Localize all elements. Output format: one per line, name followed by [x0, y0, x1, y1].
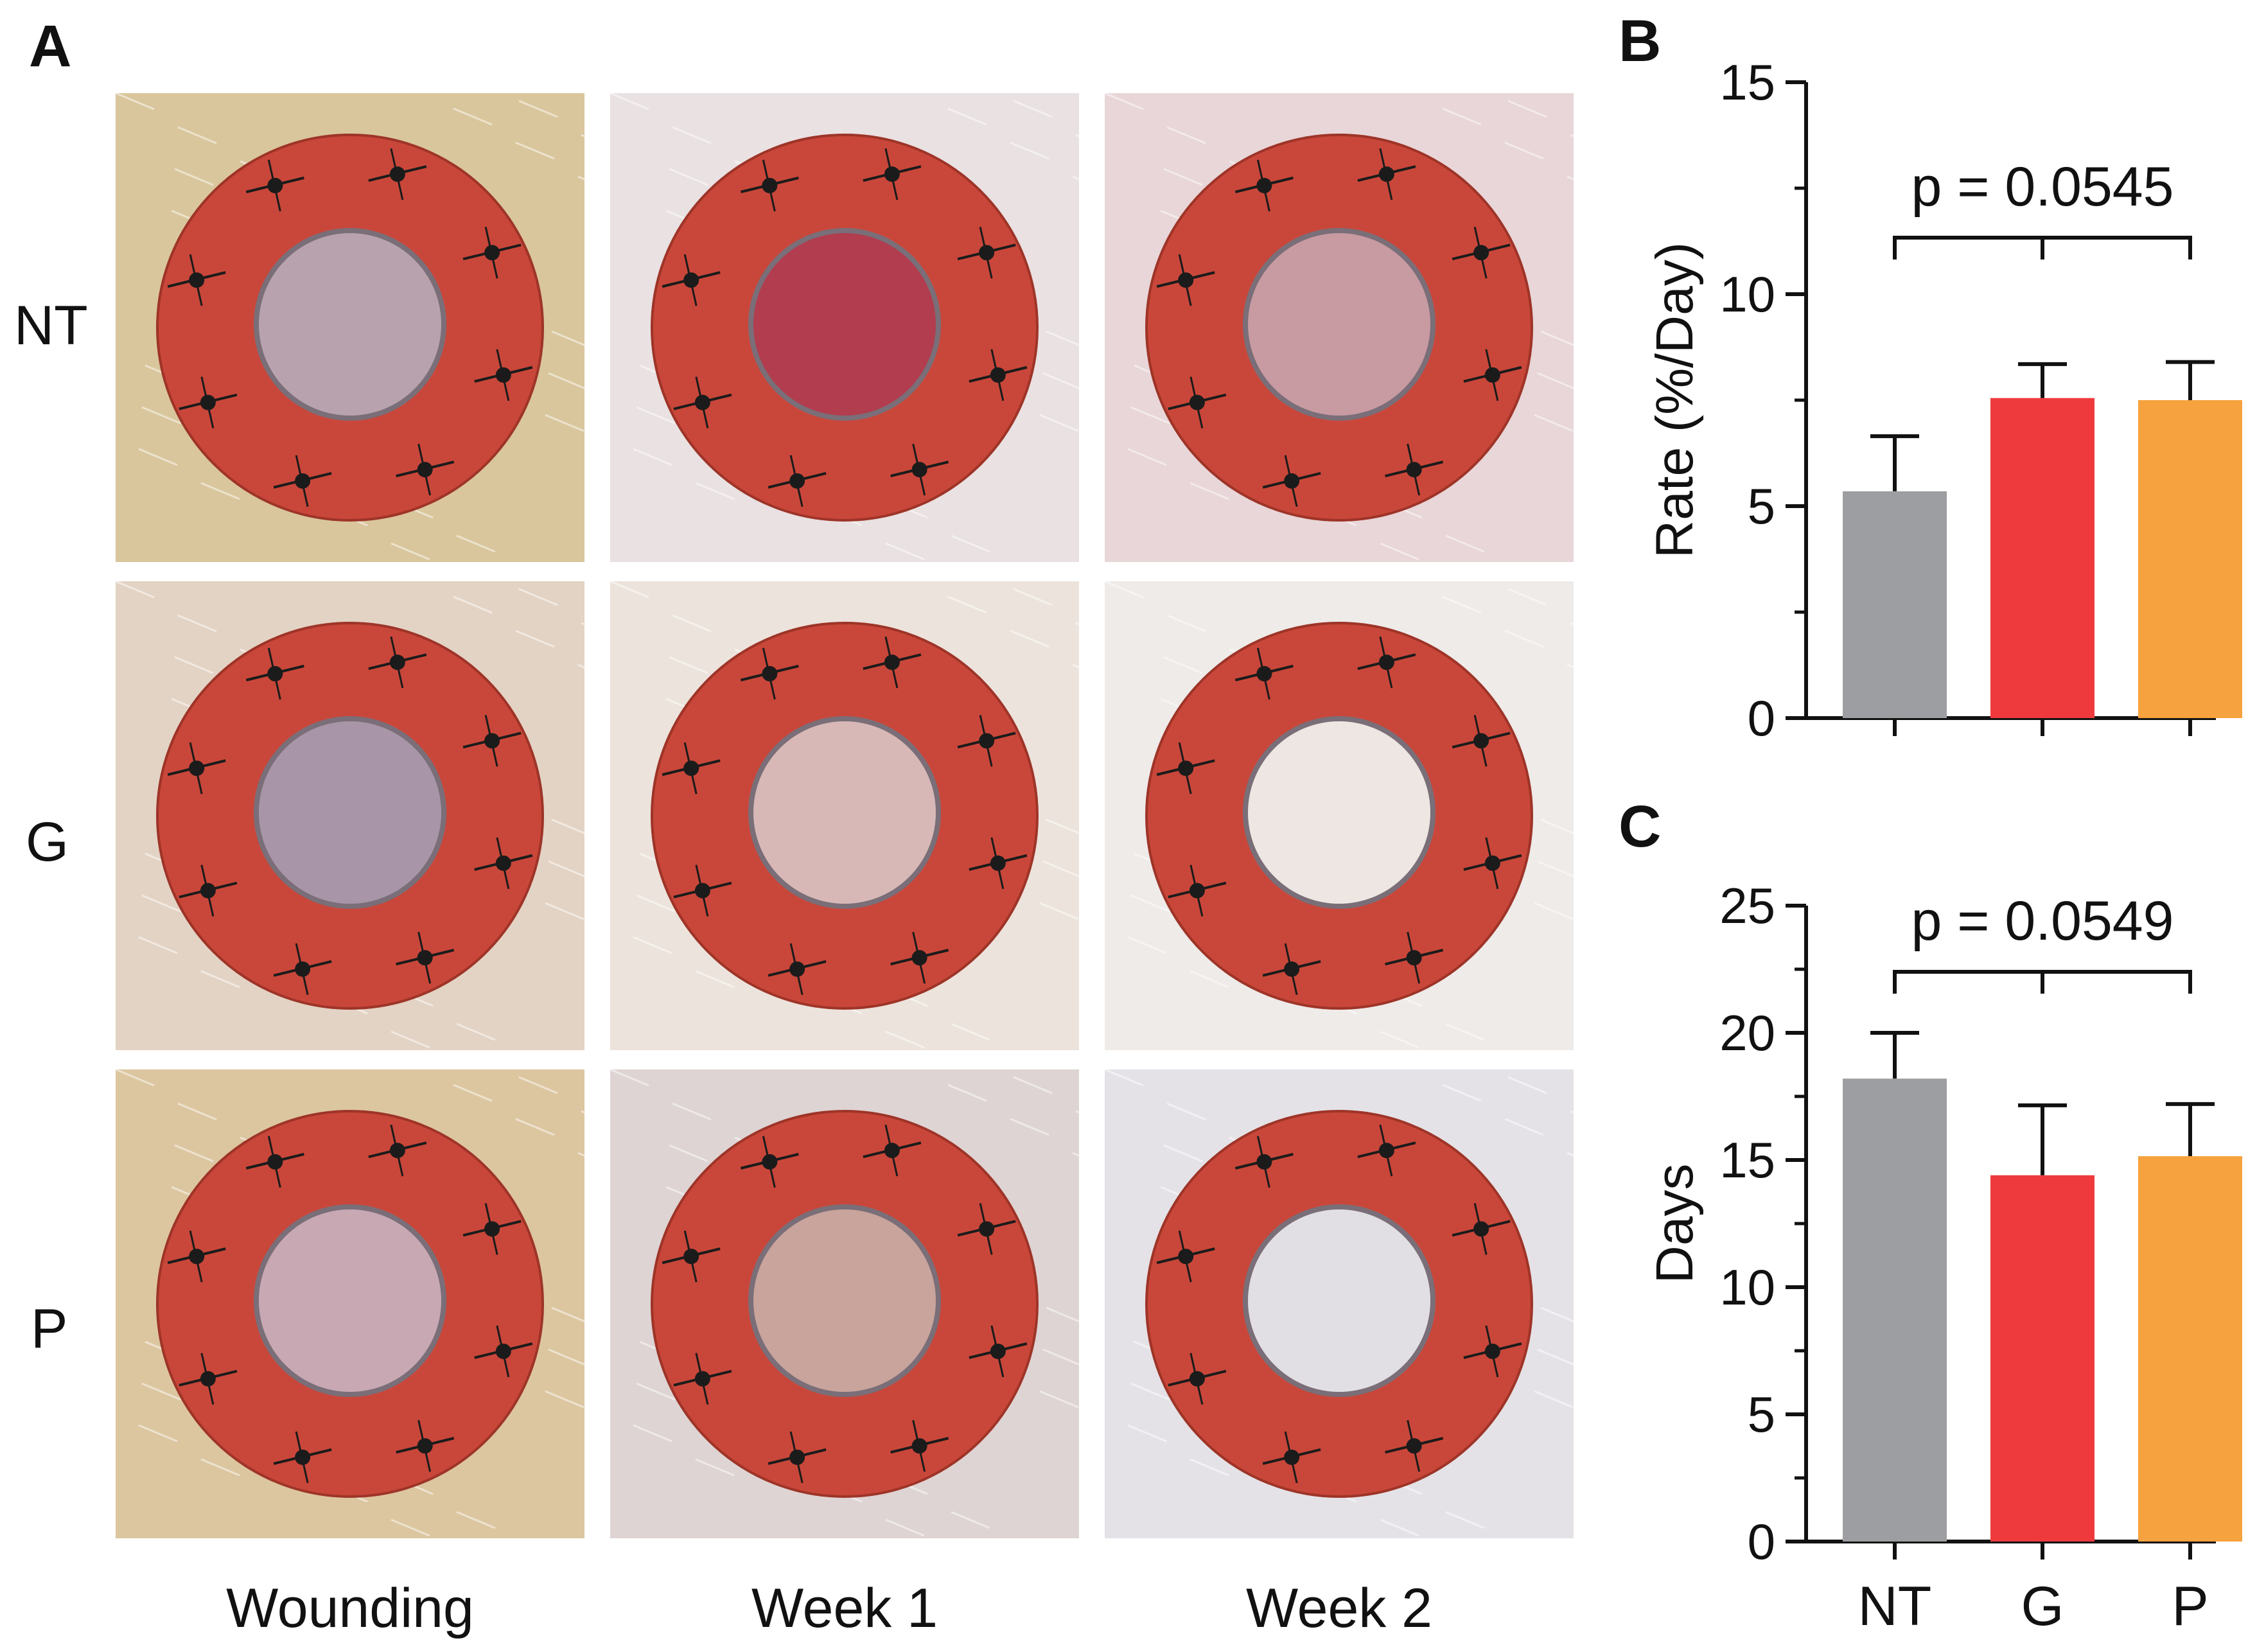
wound-photo-g-2: [610, 581, 1079, 1050]
y-tick-label: 10: [1719, 266, 1775, 322]
y-tick-label: 0: [1748, 1513, 1775, 1570]
wound-photo-p-1: [116, 1069, 584, 1538]
wound-photo-svg: [116, 581, 584, 1050]
y-axis-label: Rate (%/Day): [1646, 242, 1704, 558]
bar-nt: [1843, 1078, 1947, 1542]
wound-photo-svg: [116, 1069, 584, 1538]
wound-photo-g-1: [116, 581, 584, 1050]
p-value-annotation: p = 0.0545: [1911, 156, 2174, 218]
bar-p: [2138, 1156, 2242, 1542]
bar-g: [1990, 398, 2094, 718]
wound-photo-p-2: [610, 1069, 1079, 1538]
rate-bar-chart: 0 5 10 15 Rate (%/Day) p = 0.0545: [1646, 54, 2242, 746]
y-tick-label: 20: [1719, 1005, 1775, 1061]
col-label-week1: Week 1: [751, 1577, 938, 1639]
y-tick-label: 25: [1719, 877, 1775, 934]
wound-photo-svg: [116, 93, 584, 562]
panel-b-label: B: [1619, 8, 1662, 74]
significance-bracket: [1893, 236, 2192, 259]
wound-photo-nt-1: [116, 93, 584, 562]
row-label-p: P: [31, 1298, 68, 1360]
y-tick-label: 0: [1748, 690, 1775, 746]
wound-photo-p-3: [1105, 1069, 1574, 1538]
panel-c-label: C: [1619, 794, 1662, 859]
wound-photo-g-3: [1105, 581, 1574, 1050]
wound-photo-svg: [610, 1069, 1079, 1538]
y-tick-label: 10: [1719, 1259, 1775, 1315]
wound-photo-nt-3: [1105, 93, 1574, 562]
row-label-g: G: [26, 811, 69, 873]
y-axis-label: Days: [1646, 1164, 1704, 1284]
y-tick-label: 5: [1748, 478, 1775, 534]
wound-photo-nt-2: [610, 93, 1079, 562]
days-bar-chart: 0 5 10 15 20 25 Days NT G Pp = 0.0549: [1646, 877, 2242, 1637]
significance-bracket: [1893, 970, 2192, 994]
p-value-annotation: p = 0.0549: [1911, 890, 2174, 952]
bar-g: [1990, 1175, 2094, 1542]
y-tick-label: 5: [1748, 1386, 1775, 1443]
panel-a-label: A: [29, 13, 72, 79]
y-tick-label: 15: [1719, 1132, 1775, 1188]
bar-nt: [1843, 491, 1947, 718]
wound-photo-svg: [1105, 1069, 1574, 1538]
wound-photo-svg: [1105, 93, 1574, 562]
bar-p: [2138, 400, 2242, 718]
wound-photo-svg: [1105, 581, 1574, 1050]
col-label-wounding: Wounding: [226, 1577, 474, 1639]
wound-photo-svg: [610, 93, 1079, 562]
x-tick-label-nt: NT: [1858, 1576, 1932, 1637]
wound-photo-svg: [610, 581, 1079, 1050]
x-tick-label-g: G: [2021, 1576, 2064, 1637]
col-label-week2: Week 2: [1246, 1577, 1432, 1639]
y-tick-label: 15: [1719, 54, 1775, 110]
row-label-nt: NT: [14, 295, 88, 356]
x-tick-label-p: P: [2172, 1576, 2208, 1637]
